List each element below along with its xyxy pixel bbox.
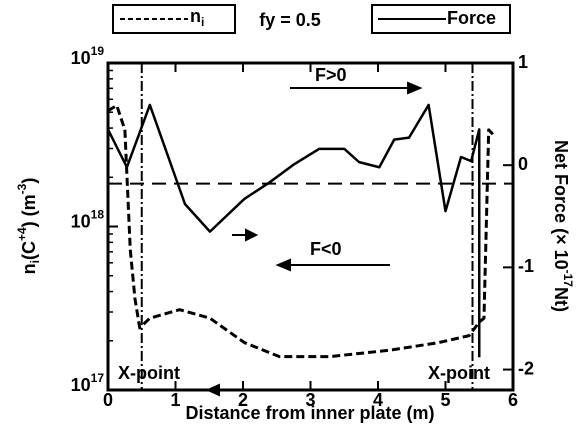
annotation: fy = 0.5 [259,10,321,30]
y2-axis-label: Net Force (× 10-17​Nt) [551,140,575,312]
x-tick-label: 1 [170,390,180,410]
legend-box [112,4,236,34]
y2-tick-label: -1 [518,256,534,276]
x-tick-label: 3 [305,390,315,410]
legend-label: Force [447,8,496,28]
y-tick-label: 1019​ [71,44,105,68]
y-axis-label: ni​(C+4​) (m-3​) [15,178,42,275]
legend-box [371,4,511,34]
series-line [107,103,496,359]
x-tick-label: 6 [508,390,518,410]
x-tick-label: 0 [103,390,113,410]
x-tick-label: 2 [238,390,248,410]
y2-tick-label: -2 [518,358,534,378]
x-tick-label: 4 [373,390,383,410]
y-tick-label: 1018​ [71,208,105,232]
x-tick-label: 5 [440,390,450,410]
legend-label: ni​ [190,6,204,29]
x-axis-label: Distance from inner plate (m) [185,403,434,423]
annotation: X-point [118,363,180,383]
annotation: F>0 [315,65,347,85]
annotation: X-point [428,363,490,383]
series-line [106,103,481,358]
y2-tick-label: 0 [518,154,528,174]
y2-tick-label: 1 [518,52,528,72]
annotation: F<0 [310,239,342,259]
y-tick-label: 1017​ [71,371,105,395]
